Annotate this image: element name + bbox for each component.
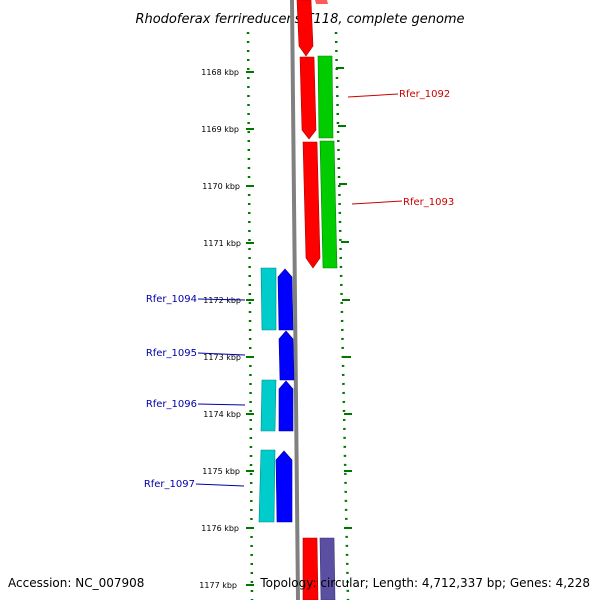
reverse-cds-track [275, 268, 295, 523]
other-feature [319, 537, 336, 601]
label-leader-line [197, 403, 246, 406]
reverse-gene [275, 450, 293, 523]
forward-gene [302, 537, 319, 601]
gene-label-rfer-1094: Rfer_1094 [146, 294, 197, 305]
reverse-rna-feature [260, 267, 277, 331]
tick-labels: 1168 kbp 1169 kbp 1170 kbp 1171 kbp 1172… [199, 68, 241, 590]
tick-label: 1175 kbp [202, 467, 240, 476]
tick-label: 1174 kbp [203, 410, 241, 419]
label-leader-line [195, 483, 245, 487]
tick-label: 1177 kbp [199, 581, 237, 590]
tick-label: 1170 kbp [202, 182, 240, 191]
tick-label: 1173 kbp [203, 353, 241, 362]
left-gene-labels: Rfer_1094 Rfer_1095 Rfer_1096 Rfer_1097 [144, 294, 246, 490]
forward-gene [299, 56, 317, 140]
outer-ruler-rail [334, 31, 350, 601]
gene-label-rfer-1095: Rfer_1095 [146, 348, 197, 359]
forward-rna-feature [317, 55, 334, 139]
forward-gene [315, 0, 328, 4]
tick-label: 1169 kbp [201, 125, 239, 134]
reverse-rna-track [258, 267, 277, 523]
forward-rna-track [317, 55, 338, 601]
tick-marks [246, 67, 352, 586]
tick-label: 1171 kbp [203, 239, 241, 248]
inner-ruler-rail [246, 31, 254, 601]
accession-text: Accession: NC_007908 [8, 576, 144, 590]
gene-label-rfer-1097: Rfer_1097 [144, 479, 195, 490]
gene-label-rfer-1096: Rfer_1096 [146, 399, 197, 410]
gene-label-rfer-1093: Rfer_1093 [403, 197, 454, 208]
reverse-gene [277, 268, 294, 331]
tick-label: 1176 kbp [201, 524, 239, 533]
genome-backbone [290, 0, 300, 601]
tick-label: 1168 kbp [201, 68, 239, 77]
reverse-rna-feature [260, 379, 277, 432]
forward-gene [296, 0, 314, 57]
label-leader-line [197, 352, 246, 356]
label-leader-line [197, 298, 246, 301]
reverse-gene [278, 330, 295, 381]
tick-label: 1172 kbp [203, 296, 241, 305]
genome-summary-text: Topology: circular; Length: 4,712,337 bp… [259, 576, 590, 590]
label-leader-line [351, 200, 403, 205]
forward-gene [302, 141, 321, 269]
label-leader-line [347, 93, 399, 98]
right-gene-labels: Rfer_1092 Rfer_1093 [347, 89, 454, 208]
reverse-gene [278, 380, 294, 432]
gene-label-rfer-1092: Rfer_1092 [399, 89, 450, 100]
reverse-rna-feature [258, 449, 276, 523]
forward-cds-track [296, 0, 328, 601]
forward-rna-feature [319, 140, 338, 269]
